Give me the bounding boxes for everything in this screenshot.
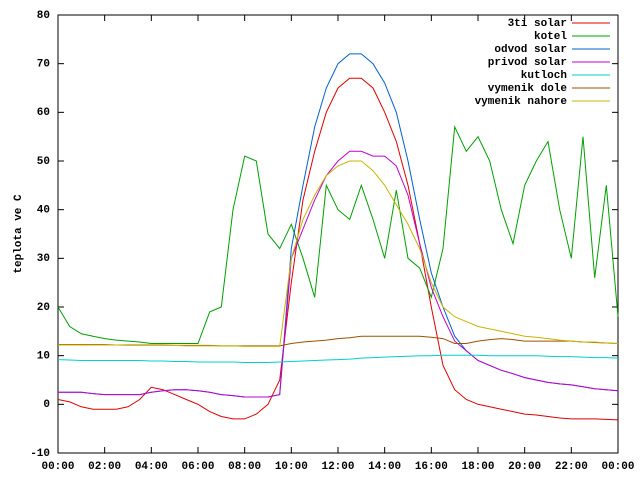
y-tick-label: 20 — [37, 302, 50, 314]
legend-label: kotel — [534, 31, 567, 43]
y-tick-label: -10 — [30, 448, 50, 460]
y-tick-label: 30 — [37, 253, 50, 265]
legend-label: vymenik dole — [488, 83, 568, 95]
legend-label: odvod solar — [494, 44, 567, 56]
series-line — [58, 150, 619, 398]
x-tick-label: 22:00 — [555, 461, 588, 473]
y-axis-label: teplota ve C — [13, 194, 25, 274]
x-tick-label: 14:00 — [368, 461, 401, 473]
x-tick-label: 10:00 — [275, 461, 308, 473]
series-line — [58, 335, 619, 347]
legend-label: kutloch — [521, 70, 567, 82]
y-tick-label: 80 — [37, 10, 50, 22]
series-line — [57, 77, 619, 421]
x-tick-label: 06:00 — [181, 461, 214, 473]
x-tick-label: 00:00 — [601, 461, 634, 473]
y-tick-label: 40 — [37, 205, 50, 217]
x-tick-label: 02:00 — [88, 461, 121, 473]
x-tick-label: 00:00 — [41, 461, 74, 473]
x-tick-label: 04:00 — [135, 461, 168, 473]
y-tick-label: 70 — [37, 59, 50, 71]
legend-label: 3ti solar — [508, 18, 567, 30]
x-tick-label: 08:00 — [228, 461, 261, 473]
y-tick-label: 0 — [43, 399, 50, 411]
y-tick-label: 50 — [37, 156, 50, 168]
x-tick-label: 20:00 — [508, 461, 541, 473]
legend-label: privod solar — [488, 57, 567, 69]
x-tick-label: 18:00 — [461, 461, 494, 473]
series-line — [58, 160, 619, 347]
series-line — [57, 125, 619, 344]
x-tick-label: 16:00 — [415, 461, 448, 473]
y-tick-label: 10 — [37, 351, 50, 363]
y-tick-label: 60 — [37, 107, 50, 119]
x-tick-label: 12:00 — [321, 461, 354, 473]
legend-label: vymenik nahore — [475, 96, 568, 108]
series-line — [57, 354, 619, 363]
